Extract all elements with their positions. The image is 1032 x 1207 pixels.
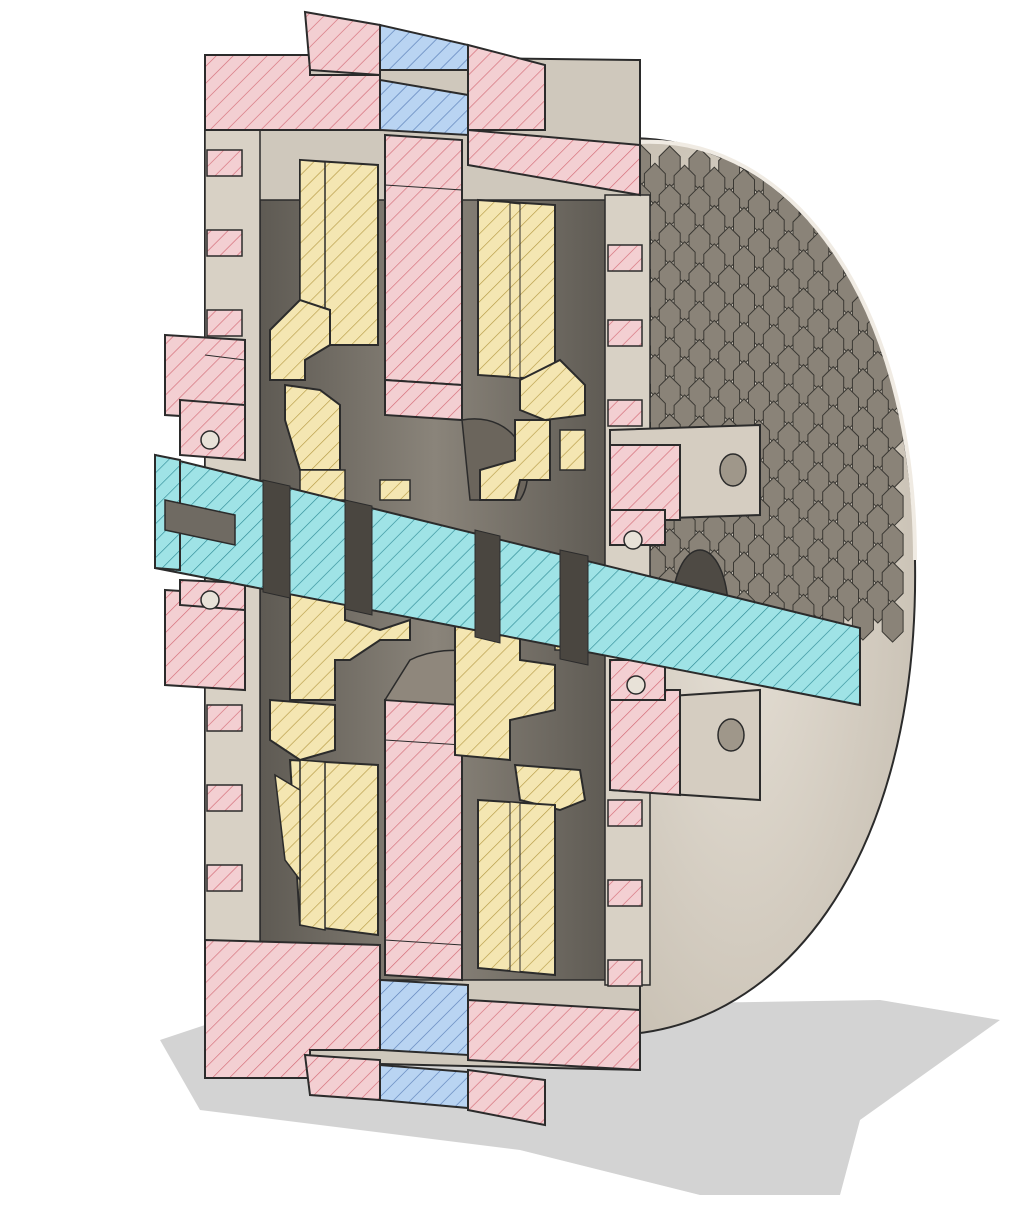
honeycomb-hole <box>866 159 889 203</box>
honeycomb-hole <box>881 293 904 337</box>
retaining-clips <box>200 430 646 695</box>
housing-tooth <box>206 229 243 257</box>
housing-top-section <box>204 10 641 197</box>
housing-tooth <box>206 704 243 732</box>
honeycomb-hole <box>866 197 889 241</box>
housing-tooth <box>607 399 643 427</box>
honeycomb-hole <box>881 599 904 643</box>
left-bearing <box>164 333 246 692</box>
housing-bottom-section <box>204 938 641 1127</box>
honeycomb-hole <box>837 157 859 201</box>
honeycomb-hole <box>851 176 874 220</box>
honeycomb-hole <box>866 274 889 318</box>
honeycomb-hole <box>807 155 830 199</box>
housing-tooth <box>206 784 243 812</box>
housing-tooth <box>607 319 643 347</box>
shaft <box>154 453 861 707</box>
honeycomb-hole <box>881 255 904 299</box>
honeycomb-hole <box>822 174 845 218</box>
honeycomb-hole <box>881 178 904 222</box>
honeycomb-hole <box>881 216 904 261</box>
right-housing-teeth <box>607 244 643 987</box>
left-housing-teeth <box>206 149 243 892</box>
housing-tooth <box>206 309 243 337</box>
housing-tooth <box>607 879 643 907</box>
center-rotor <box>383 133 529 982</box>
honeycomb-hole <box>866 235 889 280</box>
right-bearing <box>609 423 761 802</box>
housing-tooth <box>206 149 243 177</box>
honeycomb-hole <box>851 214 874 259</box>
housing-tooth <box>607 959 643 987</box>
honeycomb-hole <box>837 195 859 239</box>
housing-tooth <box>607 244 643 272</box>
housing-tooth <box>607 799 643 827</box>
housing-tooth <box>206 864 243 892</box>
left-rotor-disc <box>269 158 411 937</box>
